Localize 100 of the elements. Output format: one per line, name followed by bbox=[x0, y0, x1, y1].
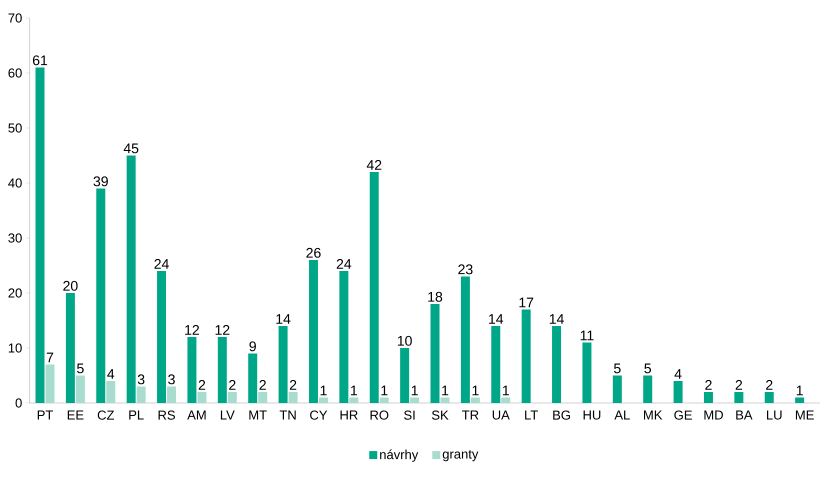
data-label: 1 bbox=[472, 386, 479, 396]
bar bbox=[552, 326, 562, 403]
bar bbox=[248, 354, 258, 403]
data-label: 5 bbox=[614, 364, 621, 374]
bar bbox=[380, 398, 389, 403]
bar bbox=[704, 392, 713, 403]
bar bbox=[734, 392, 744, 403]
data-label: 26 bbox=[306, 248, 321, 258]
x-tick-label: RO bbox=[370, 410, 388, 420]
data-label: 18 bbox=[428, 292, 442, 302]
bar bbox=[318, 398, 328, 403]
bar bbox=[400, 348, 410, 403]
data-label: 45 bbox=[124, 144, 138, 154]
x-tick-label: TR bbox=[462, 410, 478, 420]
bar bbox=[674, 381, 683, 403]
bar bbox=[36, 68, 44, 403]
bar bbox=[582, 342, 592, 403]
y-tick-label: 40 bbox=[8, 178, 22, 188]
y-tick-label: 20 bbox=[8, 288, 22, 298]
y-tick-label: 10 bbox=[8, 343, 22, 353]
x-tick-label: LU bbox=[766, 410, 782, 420]
data-label: 10 bbox=[398, 336, 412, 346]
bar bbox=[612, 376, 622, 403]
x-tick-label: CY bbox=[310, 410, 328, 420]
x-tick-label: EE bbox=[68, 410, 84, 420]
x-tick-label: GE bbox=[674, 410, 692, 420]
y-tick-label: 0 bbox=[16, 398, 22, 408]
y-tick-label: 60 bbox=[8, 68, 22, 78]
bar bbox=[258, 392, 268, 403]
x-tick-label: SI bbox=[404, 410, 415, 420]
data-label: 1 bbox=[502, 386, 509, 396]
data-label: 14 bbox=[276, 314, 290, 324]
bar bbox=[308, 260, 318, 403]
x-tick-label: TN bbox=[280, 410, 296, 420]
bar bbox=[157, 271, 166, 403]
data-label: 2 bbox=[290, 380, 296, 390]
data-label: 11 bbox=[580, 330, 594, 340]
data-label: 2 bbox=[705, 380, 712, 390]
data-label: 3 bbox=[138, 374, 144, 384]
bar bbox=[106, 381, 116, 403]
data-label: 14 bbox=[489, 314, 504, 324]
x-tick-label: AM bbox=[187, 410, 206, 420]
data-label: 39 bbox=[94, 176, 108, 186]
data-label: 20 bbox=[63, 280, 78, 291]
bar bbox=[167, 386, 176, 403]
y-tick-label: 70 bbox=[8, 13, 22, 23]
x-tick-label: MD bbox=[704, 410, 723, 420]
bar bbox=[187, 337, 196, 403]
data-label: 2 bbox=[736, 380, 742, 390]
x-tick-label: MK bbox=[644, 410, 662, 420]
bar bbox=[795, 398, 804, 403]
x-tick-label: PT bbox=[38, 410, 54, 420]
bar bbox=[370, 172, 379, 403]
bar bbox=[643, 376, 652, 403]
data-label: 14 bbox=[550, 314, 564, 324]
data-label: 1 bbox=[320, 386, 327, 396]
data-label: 5 bbox=[644, 364, 652, 374]
bar bbox=[288, 392, 298, 403]
data-label: 9 bbox=[249, 341, 256, 352]
bar bbox=[349, 398, 358, 403]
bar bbox=[440, 398, 450, 403]
data-label: 1 bbox=[351, 386, 358, 396]
x-tick-label: SK bbox=[432, 410, 449, 420]
bar bbox=[66, 293, 75, 403]
data-label: 1 bbox=[412, 386, 418, 396]
y-tick-label: 50 bbox=[8, 123, 22, 133]
bar bbox=[197, 392, 206, 403]
x-tick-label: CZ bbox=[98, 410, 114, 420]
x-tick-label: RS bbox=[158, 410, 175, 420]
x-tick-label: ME bbox=[796, 410, 814, 420]
bar bbox=[501, 398, 510, 403]
bar bbox=[218, 337, 227, 403]
data-label: 61 bbox=[32, 55, 48, 66]
x-tick-label: PL bbox=[129, 410, 144, 420]
x-tick-label: BG bbox=[553, 410, 570, 420]
data-label: 5 bbox=[77, 364, 84, 374]
data-label: 24 bbox=[154, 259, 169, 269]
data-label: 17 bbox=[519, 298, 534, 308]
x-tick-label: HR bbox=[340, 410, 358, 420]
bar bbox=[228, 392, 237, 403]
bar bbox=[76, 376, 85, 403]
bar bbox=[278, 326, 288, 403]
bar bbox=[470, 398, 480, 403]
bar bbox=[136, 386, 146, 403]
bar bbox=[126, 156, 136, 403]
x-tick-label: HU bbox=[584, 410, 600, 420]
x-tick-label: LT bbox=[525, 410, 538, 420]
bar bbox=[460, 276, 470, 403]
bar bbox=[430, 304, 440, 403]
data-label: 3 bbox=[168, 374, 175, 384]
data-label: 12 bbox=[185, 325, 199, 335]
bar bbox=[522, 310, 531, 403]
data-label: 24 bbox=[336, 259, 352, 269]
bar bbox=[96, 188, 106, 403]
x-tick-label: MT bbox=[249, 410, 267, 420]
data-label: 2 bbox=[198, 380, 206, 390]
data-label: 2 bbox=[766, 380, 772, 390]
data-label: 2 bbox=[229, 380, 236, 390]
x-tick-label: AL bbox=[614, 410, 630, 420]
bar bbox=[491, 326, 500, 403]
